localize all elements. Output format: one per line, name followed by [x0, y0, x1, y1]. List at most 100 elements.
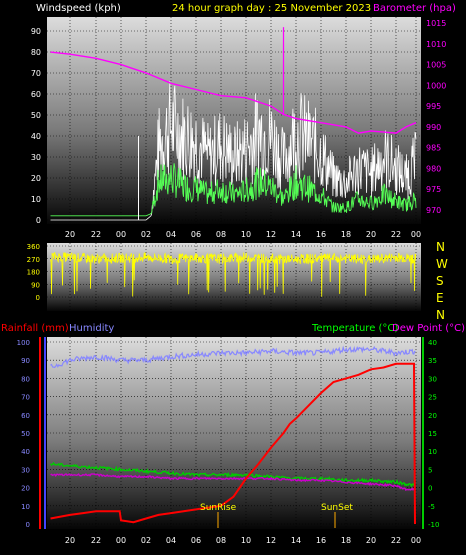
- wind-x-tick-label: 16: [316, 230, 326, 239]
- barometer-y-tick-label: 970: [426, 206, 441, 215]
- humidity-y-tick-label: 80: [21, 375, 30, 383]
- wind-x-tick-label: 14: [291, 230, 301, 239]
- temperature-y-tick-label: 35: [428, 357, 437, 365]
- climate-x-tick-label: 12: [266, 536, 276, 545]
- wind-x-tick-label: 06: [191, 230, 201, 239]
- humidity-series: [50, 345, 416, 369]
- barometer-axis-title: Barometer (hpa): [373, 3, 456, 14]
- climate-x-tick-label: 10: [241, 536, 251, 545]
- compass-n-top: N: [436, 240, 445, 254]
- wind-y-tick-label: 90: [31, 27, 41, 36]
- barometer-y-tick-label: 975: [426, 185, 441, 194]
- climate-x-tick-label: 18: [341, 536, 351, 545]
- wind-y-tick-label: 30: [31, 153, 41, 162]
- wind-average-series: [50, 163, 417, 217]
- rainfall-series: [50, 362, 416, 525]
- direction-y-tick-label: 360: [27, 243, 40, 251]
- barometer-y-tick-label: 1015: [426, 19, 446, 28]
- wind-x-tick-label: 00: [116, 230, 126, 239]
- wind-x-tick-label: 20: [65, 230, 75, 239]
- climate-x-tick-label: 00: [411, 536, 421, 545]
- sunset-label: SunSet: [321, 503, 353, 513]
- compass-w: W: [436, 257, 448, 271]
- barometer-y-tick-label: 1000: [426, 81, 446, 90]
- humidity-y-tick-label: 70: [21, 394, 30, 402]
- wind-y-tick-label: 0: [36, 216, 41, 225]
- wind-x-tick-label: 04: [166, 230, 176, 239]
- humidity-y-tick-label: 40: [21, 448, 30, 456]
- humidity-axis-title: Humidity: [69, 323, 114, 334]
- barometer-y-tick-label: 990: [426, 123, 441, 132]
- chart-title: 24 hour graph day : 25 November 2023: [172, 3, 371, 14]
- direction-panel-background: [47, 243, 421, 311]
- climate-x-tick-label: 22: [91, 536, 101, 545]
- direction-y-tick-label: 270: [27, 256, 40, 264]
- temperature-series: [49, 461, 416, 488]
- wind-x-tick-label: 10: [241, 230, 251, 239]
- humidity-y-tick-label: 100: [17, 339, 30, 347]
- climate-x-tick-label: 06: [191, 536, 201, 545]
- compass-n-bottom: N: [436, 308, 445, 322]
- climate-x-tick-label: 08: [216, 536, 226, 545]
- direction-y-tick-label: 90: [31, 281, 40, 289]
- wind-y-tick-label: 50: [31, 111, 41, 120]
- wind-y-tick-label: 60: [31, 90, 41, 99]
- humidity-y-tick-label: 90: [21, 357, 30, 365]
- dewpoint-series: [50, 473, 416, 492]
- wind-gust-series: [50, 81, 417, 221]
- climate-x-tick-label: 22: [391, 536, 401, 545]
- wind-x-tick-label: 22: [91, 230, 101, 239]
- wind-x-tick-label: 08: [216, 230, 226, 239]
- temperature-y-tick-label: 10: [428, 448, 437, 456]
- windspeed-axis-title: Windspeed (kph): [36, 3, 121, 14]
- temperature-y-tick-label: 30: [428, 375, 437, 383]
- direction-y-tick-label: 180: [27, 269, 40, 277]
- temperature-y-tick-label: 40: [428, 339, 437, 347]
- barometer-y-tick-label: 985: [426, 144, 441, 153]
- climate-x-tick-label: 20: [366, 536, 376, 545]
- temperature-y-tick-label: -5: [428, 503, 435, 511]
- temperature-y-tick-label: 5: [428, 466, 432, 474]
- wind-y-tick-label: 40: [31, 132, 41, 141]
- rainfall-axis-title: Rainfall (mm): [1, 323, 69, 334]
- wind-y-tick-label: 10: [31, 195, 41, 204]
- humidity-y-tick-label: 50: [21, 430, 30, 438]
- climate-x-tick-label: 14: [291, 536, 301, 545]
- climate-x-tick-label: 00: [116, 536, 126, 545]
- temperature-y-tick-label: 15: [428, 430, 437, 438]
- humidity-y-tick-label: 20: [21, 485, 30, 493]
- sunrise-label: SunRise: [200, 503, 237, 513]
- wind-panel-background: [47, 17, 421, 224]
- wind-x-tick-label: 18: [341, 230, 351, 239]
- barometer-y-tick-label: 995: [426, 102, 441, 111]
- compass-s: S: [436, 274, 444, 288]
- wind-y-tick-label: 70: [31, 69, 41, 78]
- dewpoint-axis-title: Dew Point (°C): [392, 323, 465, 334]
- temperature-y-tick-label: 25: [428, 394, 437, 402]
- wind-y-tick-label: 80: [31, 48, 41, 57]
- barometer-y-tick-label: 1005: [426, 61, 446, 70]
- wind-x-tick-label: 22: [391, 230, 401, 239]
- humidity-y-tick-label: 60: [21, 412, 30, 420]
- wind-direction-series: [50, 252, 417, 297]
- wind-x-tick-label: 00: [411, 230, 421, 239]
- wind-x-tick-label: 12: [266, 230, 276, 239]
- temperature-axis-title: Temperature (°C): [311, 323, 398, 334]
- climate-x-tick-label: 02: [141, 536, 151, 545]
- temperature-y-tick-label: 0: [428, 485, 432, 493]
- compass-e: E: [436, 291, 444, 305]
- climate-x-tick-label: 16: [316, 536, 326, 545]
- barometer-y-tick-label: 980: [426, 164, 441, 173]
- wind-x-tick-label: 20: [366, 230, 376, 239]
- temperature-y-tick-label: -10: [428, 521, 439, 529]
- temperature-y-tick-label: 20: [428, 412, 437, 420]
- humidity-y-tick-label: 0: [26, 521, 30, 529]
- direction-y-tick-label: 0: [36, 294, 40, 302]
- wind-y-tick-label: 20: [31, 174, 41, 183]
- climate-x-tick-label: 20: [65, 536, 75, 545]
- humidity-y-tick-label: 30: [21, 466, 30, 474]
- barometer-series: [50, 51, 417, 134]
- climate-x-tick-label: 04: [166, 536, 176, 545]
- humidity-y-tick-label: 10: [21, 503, 30, 511]
